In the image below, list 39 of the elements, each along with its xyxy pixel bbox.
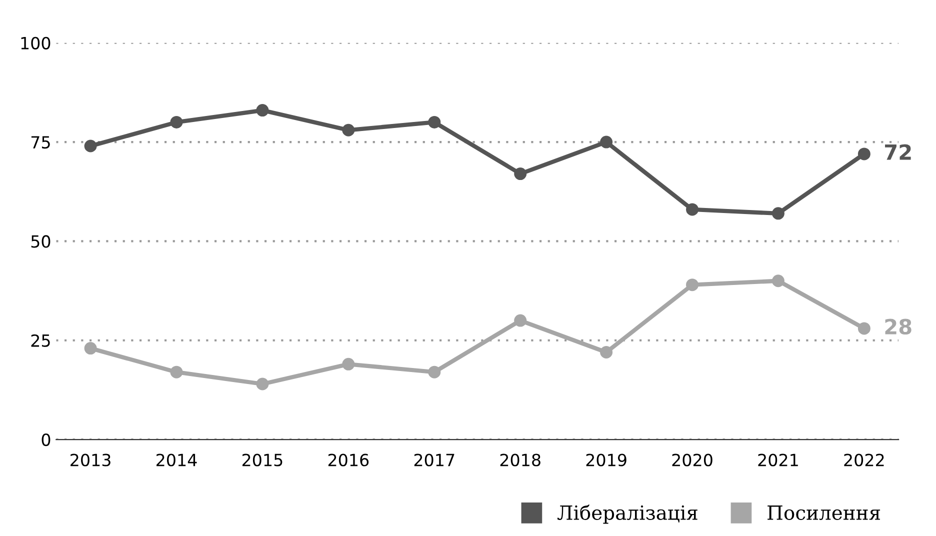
x-tick-label: 2014 [156, 454, 197, 466]
y-tick-label: 25 [31, 334, 50, 347]
x-tick-label: 2016 [328, 454, 369, 466]
y-tick-label: 0 [42, 433, 50, 446]
x-tick-label: 2020 [672, 454, 712, 466]
point [772, 274, 784, 288]
x-tick-label: 2019 [586, 454, 626, 466]
x-tick-label: 2015 [242, 454, 282, 466]
point [428, 366, 441, 378]
y-tick-label: 75 [31, 136, 50, 149]
point [514, 168, 527, 180]
data-label: 28 [885, 318, 912, 335]
data-label: 72 [885, 144, 911, 160]
point [256, 378, 269, 390]
x-tick-label: 2018 [500, 454, 540, 466]
point [858, 148, 870, 160]
point [84, 342, 97, 355]
legend-label: Посилення [768, 506, 880, 520]
point [428, 116, 441, 128]
y-tick-label: 50 [31, 235, 50, 248]
point [342, 124, 355, 136]
point [514, 314, 527, 327]
x-tick-label: 2017 [414, 454, 454, 466]
point [858, 322, 870, 335]
point [686, 203, 699, 216]
x-tick-label: 2022 [844, 454, 884, 466]
point [686, 278, 699, 292]
point [342, 358, 355, 370]
x-tick-label: 2013 [70, 454, 110, 466]
point [772, 207, 784, 220]
point [600, 136, 613, 148]
y-tick-label: 100 [21, 36, 50, 50]
point [170, 366, 183, 378]
point [256, 104, 269, 117]
point [600, 346, 613, 359]
point [84, 140, 97, 152]
legend-label: Лібералізація [557, 504, 698, 524]
point [170, 116, 183, 128]
x-tick-label: 2021 [758, 454, 798, 466]
